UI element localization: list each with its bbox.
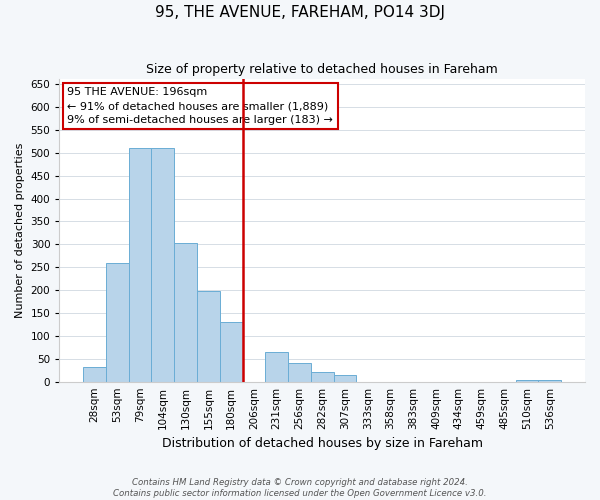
Text: 95, THE AVENUE, FAREHAM, PO14 3DJ: 95, THE AVENUE, FAREHAM, PO14 3DJ <box>155 5 445 20</box>
Bar <box>288 364 311 382</box>
X-axis label: Distribution of detached houses by size in Fareham: Distribution of detached houses by size … <box>161 437 482 450</box>
Text: 95 THE AVENUE: 196sqm
← 91% of detached houses are smaller (1,889)
9% of semi-de: 95 THE AVENUE: 196sqm ← 91% of detached … <box>67 87 333 125</box>
Text: Contains HM Land Registry data © Crown copyright and database right 2024.
Contai: Contains HM Land Registry data © Crown c… <box>113 478 487 498</box>
Bar <box>197 292 220 382</box>
Bar <box>174 243 197 382</box>
Bar <box>334 375 356 382</box>
Bar <box>311 372 334 382</box>
Title: Size of property relative to detached houses in Fareham: Size of property relative to detached ho… <box>146 62 498 76</box>
Bar <box>515 380 538 382</box>
Y-axis label: Number of detached properties: Number of detached properties <box>15 143 25 318</box>
Bar <box>538 380 561 382</box>
Bar <box>220 322 242 382</box>
Bar <box>83 367 106 382</box>
Bar <box>265 352 288 382</box>
Bar <box>129 148 151 382</box>
Bar <box>106 262 129 382</box>
Bar <box>151 148 174 382</box>
